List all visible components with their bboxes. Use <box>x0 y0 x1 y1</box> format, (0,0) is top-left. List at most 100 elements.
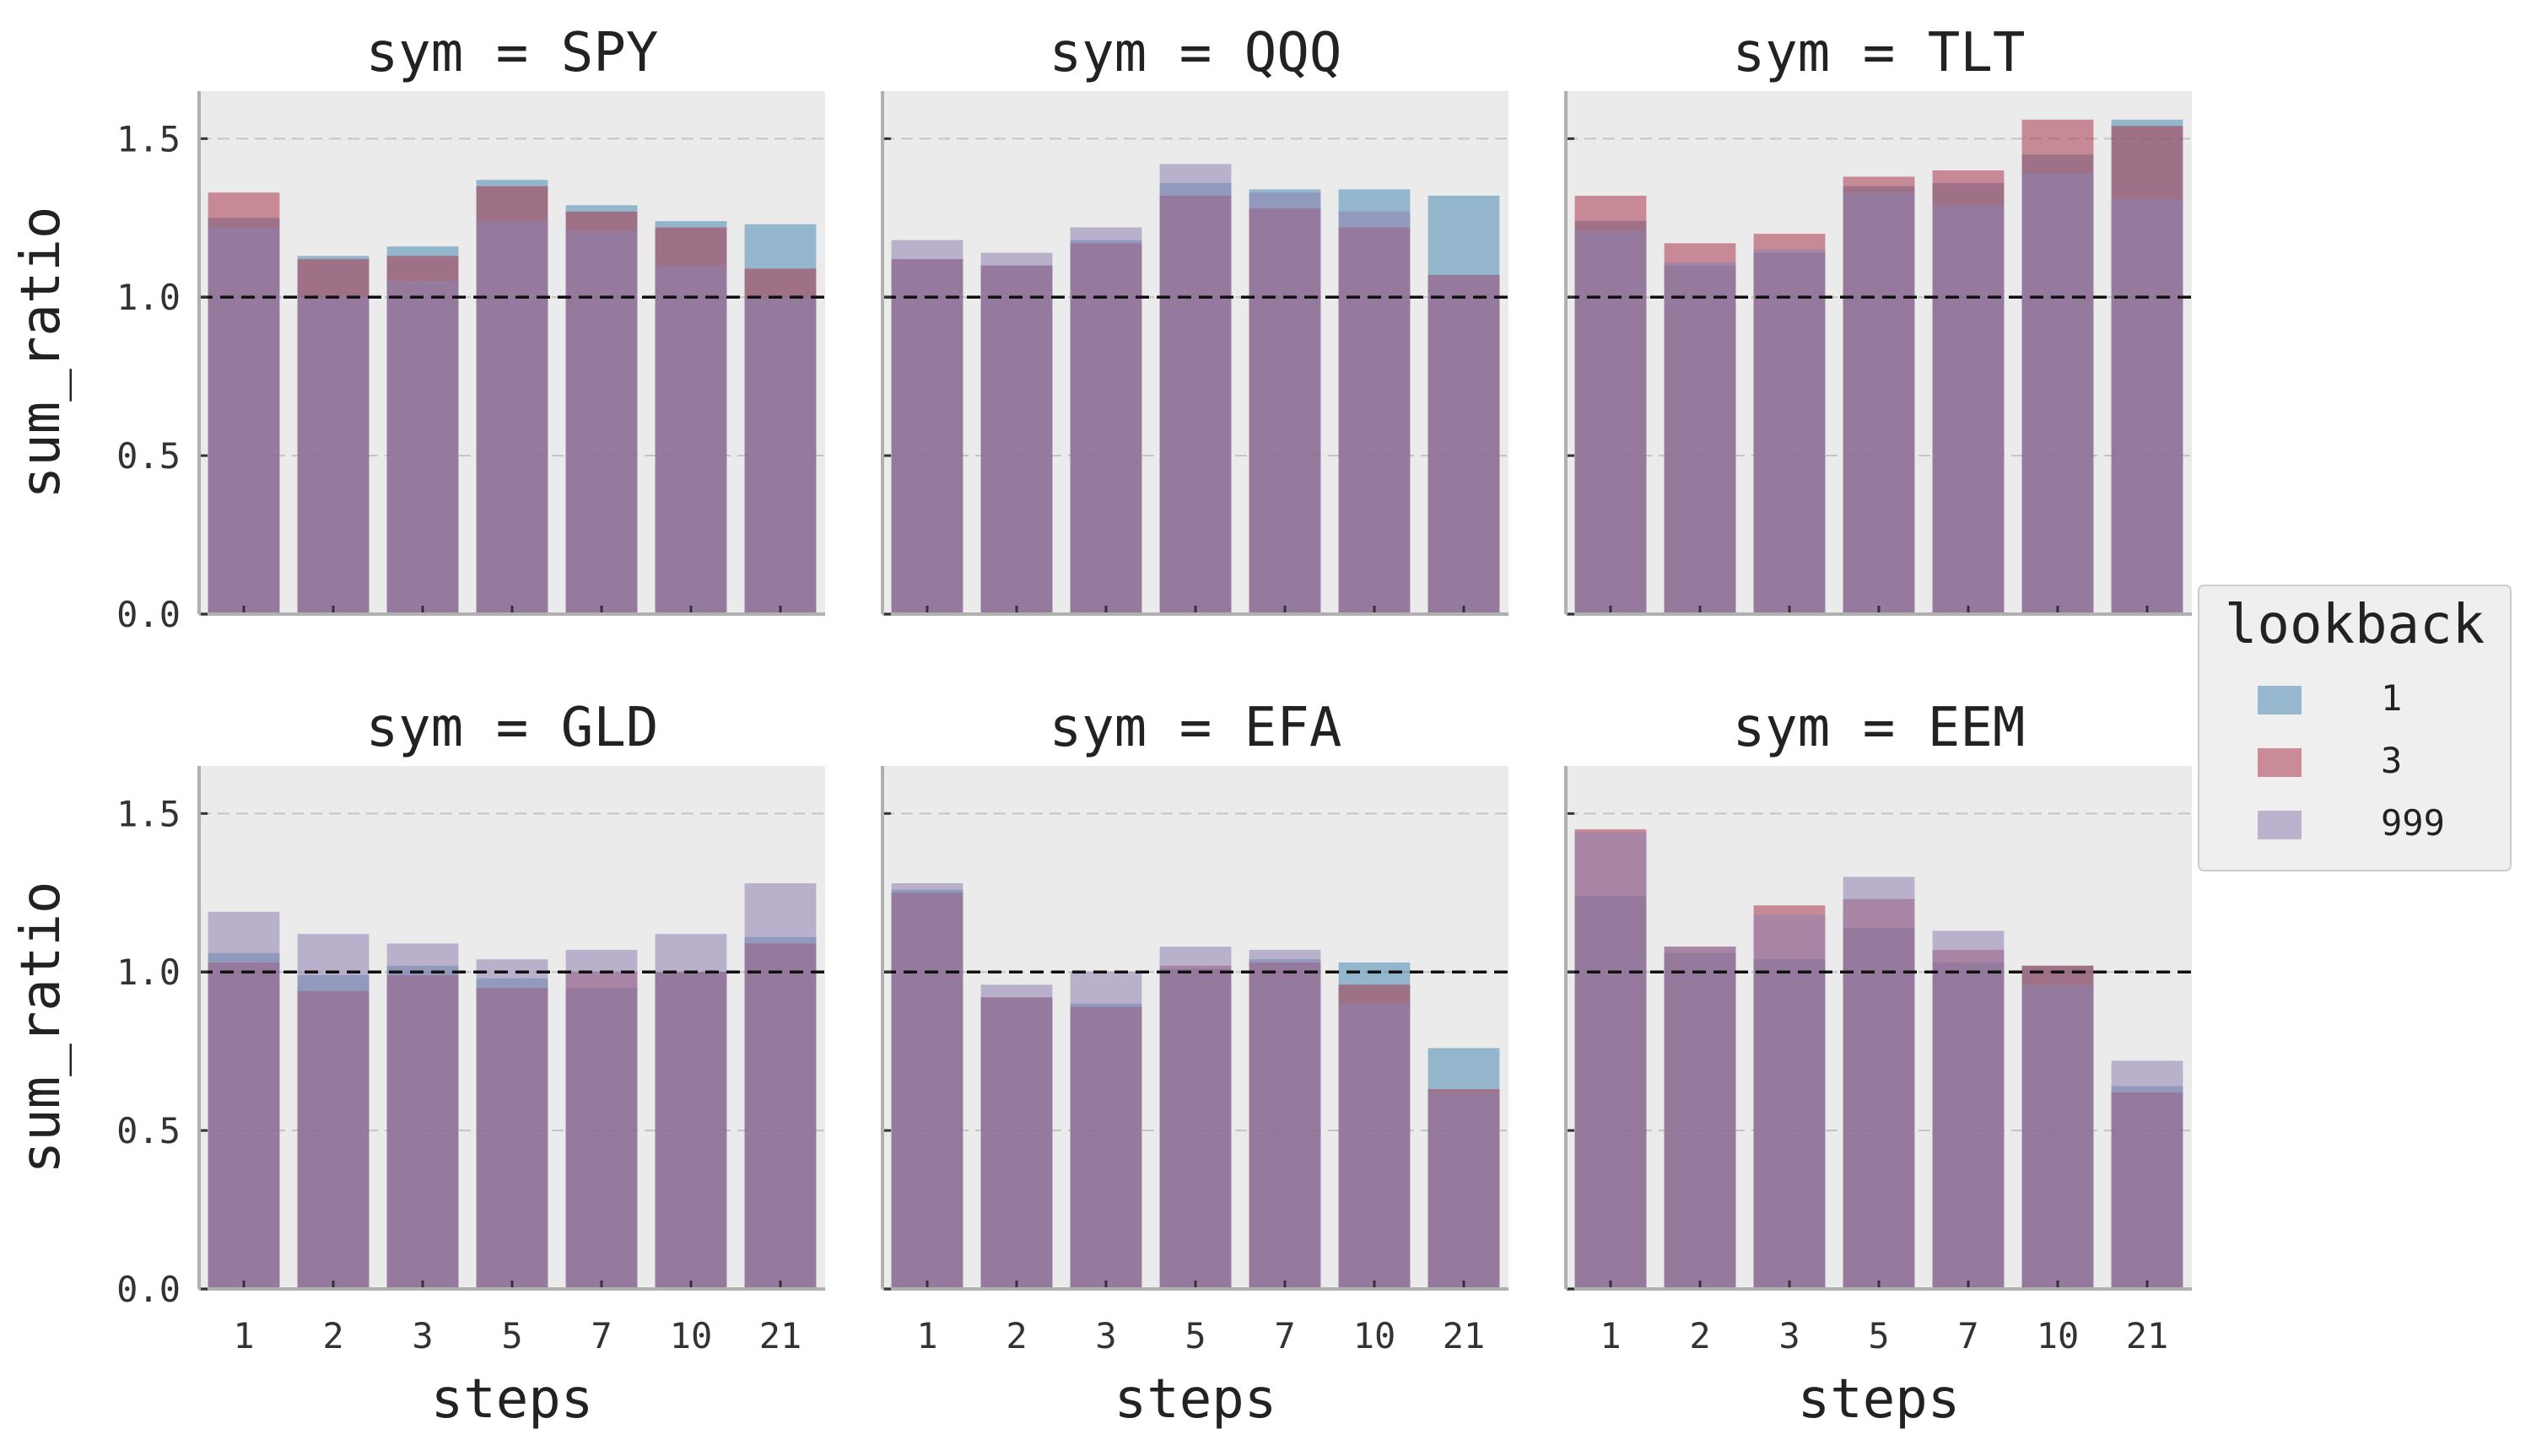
x-axis-label: steps <box>431 1368 594 1431</box>
bar-999-step-5 <box>1159 164 1232 614</box>
panel-qqq: sym = QQQ <box>881 22 1508 616</box>
bar-999-step-3 <box>1070 972 1142 1289</box>
x-tick-label: 2 <box>1689 1315 1710 1356</box>
panel-gld: 0.0 0.5 1.0 1.5 1 2 3 5 7 10 21 sym = GLD sum_ratios… <box>10 697 825 1431</box>
panel-title: sym = GLD <box>366 697 659 759</box>
y-tick-label: 0.0 <box>116 594 181 635</box>
x-tick-label: 5 <box>1868 1315 1889 1356</box>
y-axis-label: sum_ratio <box>10 207 73 499</box>
x-tick-label: 7 <box>591 1315 612 1356</box>
panel-tlt: sym = TLT <box>1564 22 2192 616</box>
x-tick-label: 10 <box>670 1315 713 1356</box>
bar-999-step-21 <box>1427 274 1500 614</box>
x-tick-label: 3 <box>1095 1315 1116 1356</box>
x-axis-label: steps <box>1114 1368 1277 1431</box>
bar-999-step-3 <box>1070 227 1142 614</box>
panel-title: sym = SPY <box>366 22 659 84</box>
x-tick-label: 1 <box>1600 1315 1621 1356</box>
bar-999-step-10 <box>655 265 727 614</box>
bar-999-step-5 <box>1843 192 1915 614</box>
y-tick-label: 0.0 <box>116 1269 181 1310</box>
x-tick-label: 5 <box>501 1315 522 1356</box>
legend-swatch-1 <box>2258 686 2302 715</box>
legend-box <box>2198 585 2512 871</box>
bar-999-step-2 <box>980 984 1053 1289</box>
y-tick-label: 1.5 <box>116 793 181 834</box>
x-tick-label: 7 <box>1274 1315 1295 1356</box>
bar-999-step-21 <box>2111 198 2183 614</box>
bar-999-step-3 <box>386 281 459 614</box>
bar-999-step-21 <box>744 883 817 1289</box>
bar-999-step-3 <box>1753 249 1826 614</box>
panel-title: sym = EFA <box>1050 697 1342 759</box>
bar-999-step-21 <box>744 297 817 614</box>
y-tick-label: 1.0 <box>116 277 181 318</box>
bar-999-step-5 <box>476 959 548 1289</box>
bar-999-step-1 <box>208 227 280 614</box>
legend-label-3: 3 <box>2381 740 2402 781</box>
bar-999-step-1 <box>1574 230 1647 614</box>
bar-999-step-3 <box>386 943 459 1289</box>
bar-999-step-5 <box>1843 876 1915 1289</box>
x-tick-label: 2 <box>322 1315 343 1356</box>
x-tick-label: 21 <box>759 1315 802 1356</box>
legend-swatch-3 <box>2258 748 2302 777</box>
bar-999-step-21 <box>2111 1060 2183 1289</box>
bar-999-step-10 <box>655 934 727 1289</box>
x-tick-label: 3 <box>1778 1315 1800 1356</box>
bar-999-step-2 <box>980 252 1053 614</box>
bar-999-step-1 <box>208 911 280 1289</box>
bar-999-step-7 <box>1932 930 2005 1289</box>
bar-999-step-7 <box>1932 205 2005 615</box>
panel-spy: 0.0 0.5 1.0 1.5 sym = SPY sum_ratio <box>10 22 825 635</box>
legend-swatch-999 <box>2258 811 2302 839</box>
y-axis-label: sum_ratio <box>10 882 73 1174</box>
bar-999-step-1 <box>1574 832 1647 1289</box>
bar-999-step-7 <box>1249 949 1321 1289</box>
x-tick-label: 10 <box>2037 1315 2080 1356</box>
x-tick-label: 10 <box>1353 1315 1396 1356</box>
x-tick-label: 3 <box>412 1315 433 1356</box>
y-tick-label: 1.0 <box>116 952 181 993</box>
bar-999-step-10 <box>1338 1003 1411 1289</box>
x-tick-label: 1 <box>916 1315 937 1356</box>
panel-efa: 1 2 3 5 7 10 21 sym = EFA steps <box>881 697 1508 1431</box>
bar-999-step-3 <box>1753 914 1826 1289</box>
panel-title: sym = TLT <box>1733 22 2026 84</box>
panel-title: sym = QQQ <box>1050 22 1342 84</box>
bar-999-step-10 <box>1338 211 1411 614</box>
bar-999-step-2 <box>297 934 370 1289</box>
bar-999-step-2 <box>1664 946 1736 1289</box>
bar-999-step-5 <box>476 221 548 614</box>
x-tick-label: 7 <box>1957 1315 1978 1356</box>
bar-999-step-7 <box>565 949 638 1289</box>
legend-title: lookback <box>2225 594 2485 656</box>
bar-999-step-5 <box>1159 946 1232 1289</box>
y-tick-label: 0.5 <box>116 435 181 477</box>
bar-999-step-21 <box>1427 1092 1500 1289</box>
y-tick-label: 0.5 <box>116 1110 181 1151</box>
panel-title: sym = EEM <box>1733 697 2026 759</box>
bar-999-step-10 <box>2021 173 2094 615</box>
legend-label-999: 999 <box>2381 802 2445 844</box>
bar-999-step-2 <box>297 297 370 614</box>
legend-label-1: 1 <box>2381 677 2402 719</box>
x-tick-label: 2 <box>1006 1315 1027 1356</box>
x-axis-label: steps <box>1798 1368 1961 1431</box>
bar-999-step-7 <box>1249 192 1321 614</box>
x-tick-label: 21 <box>1443 1315 1486 1356</box>
y-tick-label: 1.5 <box>116 118 181 159</box>
legend: lookback 1 3 999 <box>2198 585 2512 871</box>
x-tick-label: 21 <box>2126 1315 2169 1356</box>
bar-999-step-1 <box>891 883 963 1289</box>
bar-999-step-7 <box>565 230 638 614</box>
x-tick-label: 5 <box>1185 1315 1206 1356</box>
panel-eem: 1 2 3 5 7 10 21 sym = EEM steps <box>1564 697 2192 1431</box>
bar-999-step-1 <box>891 240 963 614</box>
x-tick-label: 1 <box>233 1315 254 1356</box>
bar-999-step-2 <box>1664 262 1736 614</box>
panels-layer: 0.0 0.5 1.0 1.5 sym = SPY sum_ratio sym = QQQ s… <box>10 22 2192 1431</box>
bar-999-step-10 <box>2021 984 2094 1289</box>
